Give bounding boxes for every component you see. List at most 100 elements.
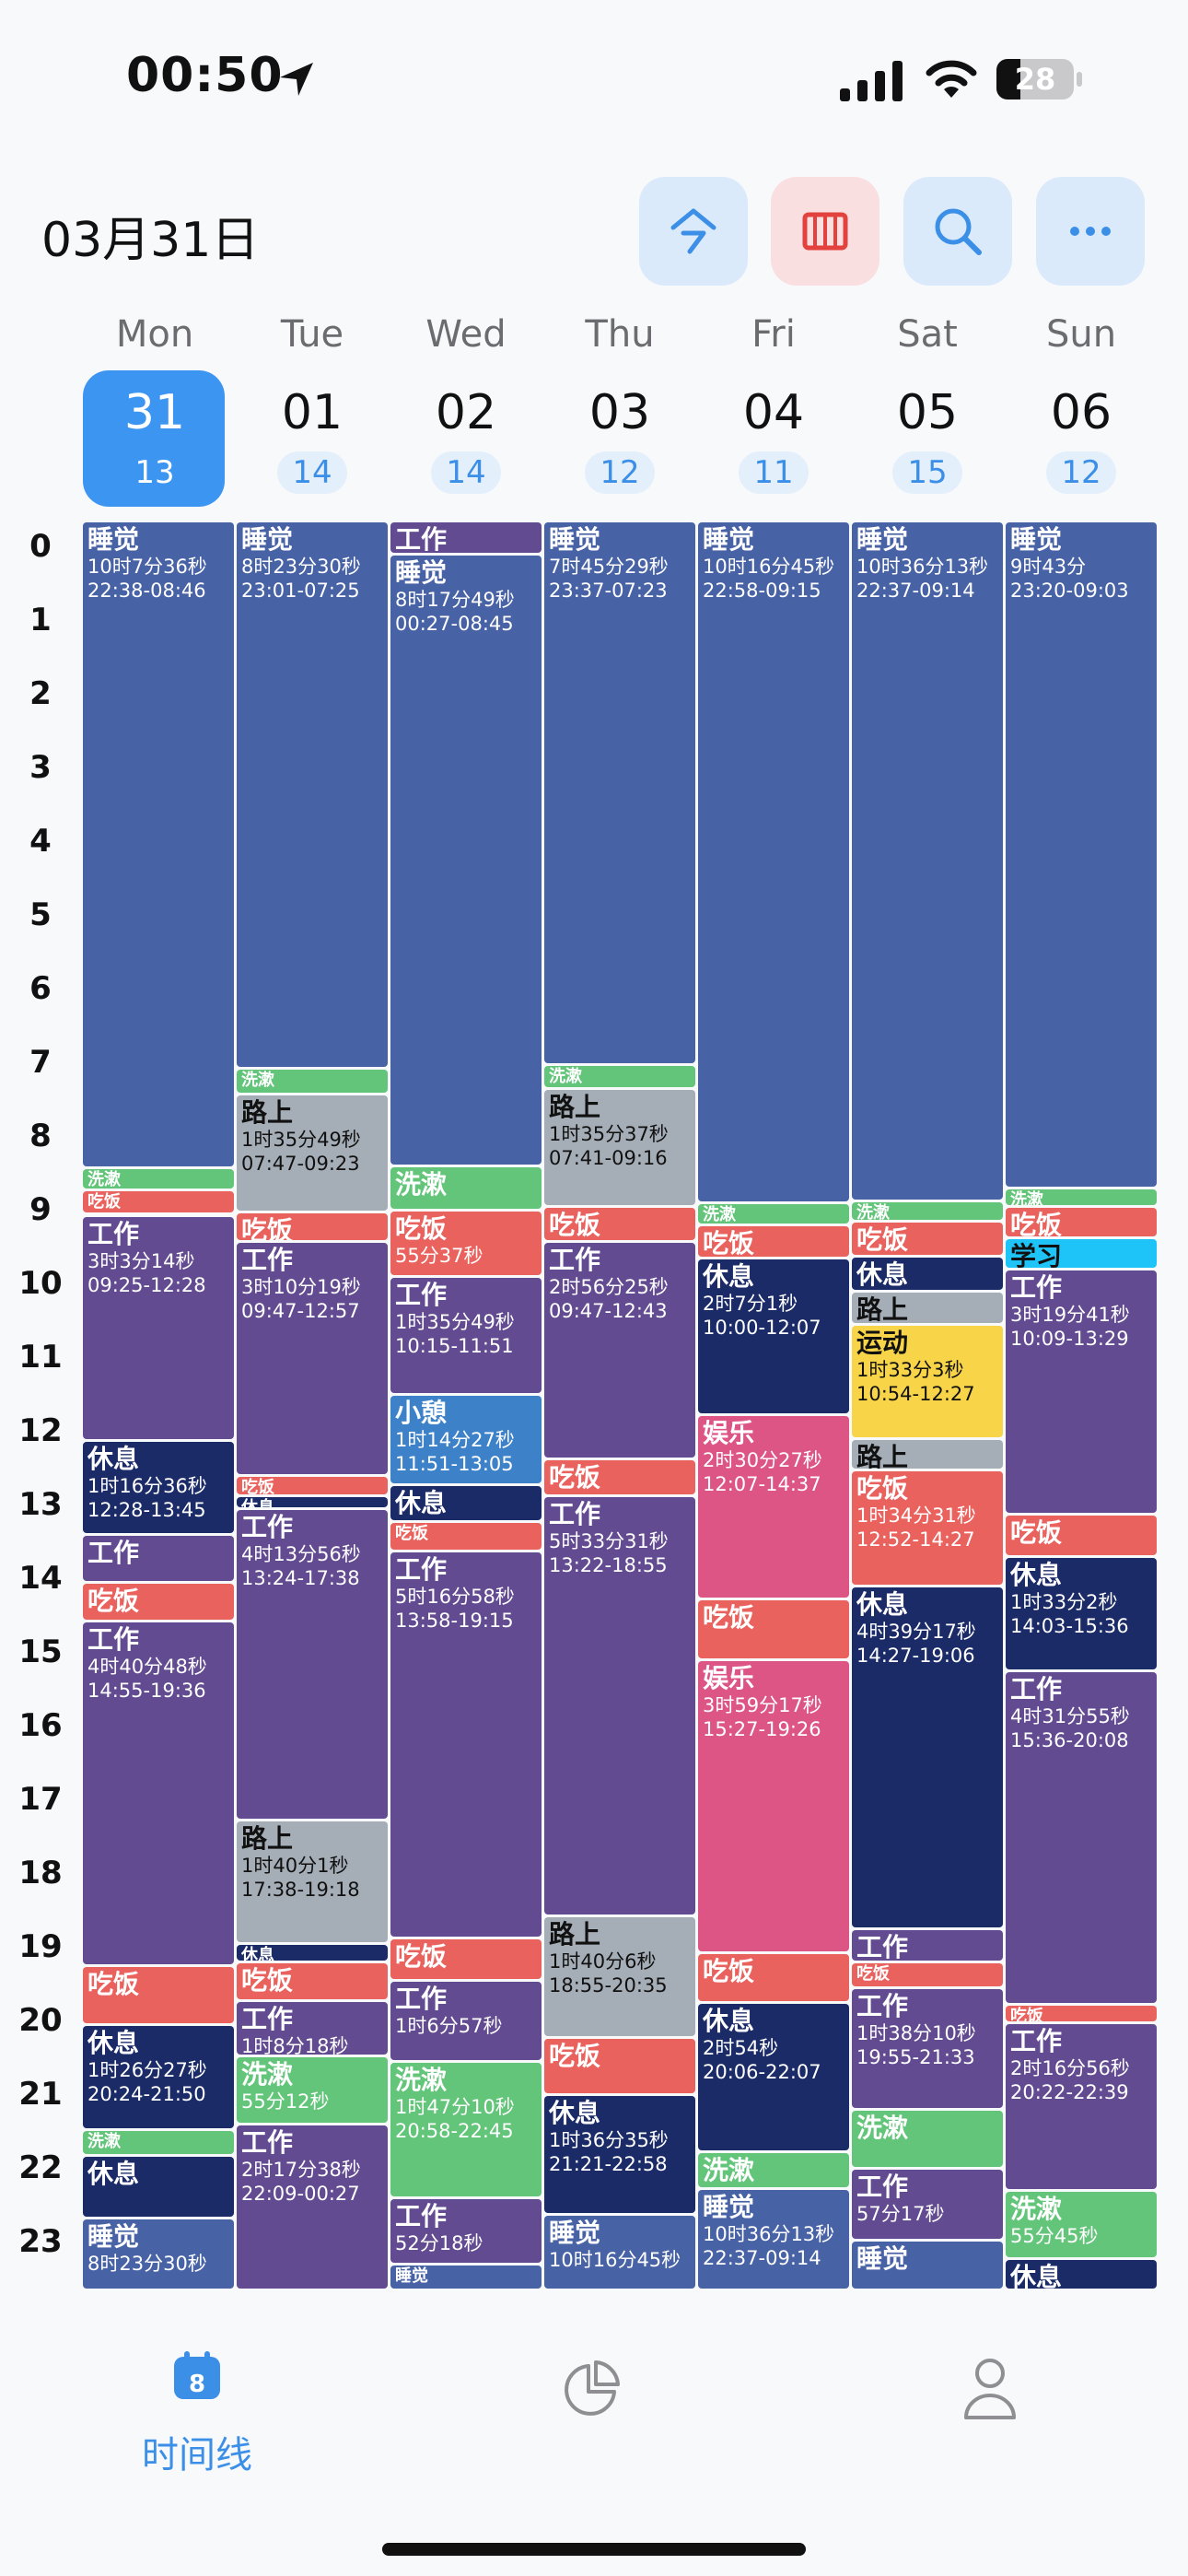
event-block[interactable]: 吃饭 — [698, 1954, 849, 2001]
event-block[interactable]: 吃饭 — [237, 1213, 388, 1241]
event-block[interactable]: 休息 2时7分1秒 10:00-12:07 — [698, 1259, 849, 1413]
event-block[interactable]: 洗漱 — [852, 2111, 1003, 2167]
event-block[interactable]: 吃饭 — [544, 1459, 695, 1494]
event-block[interactable]: 吃饭 — [698, 1226, 849, 1257]
today-button[interactable] — [639, 177, 748, 286]
tab-statistics[interactable] — [472, 2351, 712, 2480]
event-block[interactable]: 工作 1时38分10秒 19:55-21:33 — [852, 1989, 1003, 2108]
event-block[interactable]: 吃饭 — [544, 2039, 695, 2093]
event-block[interactable]: 吃饭 — [852, 1963, 1003, 1986]
event-block[interactable]: 洗漱 — [698, 1204, 849, 1224]
event-block[interactable]: 娱乐 2时30分27秒 12:07-14:37 — [698, 1415, 849, 1598]
day-header-sat[interactable]: Sat 05 15 — [848, 313, 1007, 511]
event-block[interactable]: 睡觉 — [390, 2266, 542, 2289]
event-block[interactable]: 洗漱 — [237, 1069, 388, 1094]
day-header-wed[interactable]: Wed 02 14 — [387, 313, 545, 511]
event-block[interactable]: 路上 1时40分6秒 18:55-20:35 — [544, 1916, 695, 2037]
event-block[interactable]: 路上 1时35分49秒 07:47-09:23 — [237, 1095, 388, 1212]
event-block[interactable]: 睡觉 10时7分36秒 22:38-08:46 — [83, 522, 234, 1166]
event-block[interactable]: 运动 1时33分3秒 10:54-12:27 — [852, 1326, 1003, 1437]
event-block[interactable]: 工作 2时17分38秒 22:09-00:27 — [237, 2125, 388, 2289]
event-block[interactable]: 休息 2时54秒 20:06-22:07 — [698, 2004, 849, 2150]
event-block[interactable]: 洗漱 55分45秒 — [1006, 2192, 1157, 2258]
event-block[interactable]: 吃饭 — [852, 1223, 1003, 1255]
event-block[interactable]: 吃饭 — [1006, 1516, 1157, 1555]
event-block[interactable]: 路上 1时40分1秒 17:38-19:18 — [237, 1821, 388, 1942]
event-block[interactable]: 吃饭 — [83, 1191, 234, 1212]
event-block[interactable]: 睡觉 10时36分13秒 22:37-09:14 — [852, 522, 1003, 1200]
event-block[interactable]: 工作 3时19分41秒 10:09-13:29 — [1006, 1270, 1157, 1514]
event-block[interactable]: 休息 — [237, 1497, 388, 1507]
event-block[interactable]: 洗漱 — [1006, 1189, 1157, 1205]
event-block[interactable]: 睡觉 10时16分45秒 22:58-09:15 — [698, 522, 849, 1201]
week-view-button[interactable] — [771, 177, 879, 286]
event-block[interactable]: 吃饭 — [83, 1967, 234, 2023]
event-block[interactable]: 休息 — [237, 1945, 388, 1961]
event-block[interactable]: 洗漱 — [390, 1167, 542, 1209]
event-block[interactable]: 洗漱 — [544, 1066, 695, 1087]
event-block[interactable]: 路上 — [852, 1293, 1003, 1323]
event-block[interactable]: 睡觉 8时23分30秒 — [83, 2219, 234, 2289]
event-block[interactable]: 休息 1时33分2秒 14:03-15:36 — [1006, 1558, 1157, 1669]
event-block[interactable]: 吃饭 — [83, 1584, 234, 1620]
more-button[interactable] — [1036, 177, 1145, 286]
event-block[interactable]: 洗漱 — [852, 1202, 1003, 1220]
event-block[interactable]: 娱乐 3时59分17秒 15:27-19:26 — [698, 1661, 849, 1952]
event-block[interactable]: 工作 3时10分19秒 09:47-12:57 — [237, 1243, 388, 1474]
day-header-sun[interactable]: Sun 06 12 — [1002, 313, 1160, 511]
event-block[interactable]: 睡觉 7时45分29秒 23:37-07:23 — [544, 522, 695, 1064]
event-block[interactable]: 学习 — [1006, 1238, 1157, 1268]
event-block[interactable]: 工作 5时33分31秒 13:22-18:55 — [544, 1496, 695, 1914]
event-block[interactable]: 工作 57分17秒 — [852, 2170, 1003, 2239]
event-block[interactable]: 路上 1时35分37秒 07:41-09:16 — [544, 1090, 695, 1205]
day-header-tue[interactable]: Tue 01 14 — [233, 313, 391, 511]
event-block[interactable]: 工作 2时56分25秒 09:47-12:43 — [544, 1243, 695, 1458]
event-block[interactable]: 吃饭 — [698, 1599, 849, 1658]
event-block[interactable]: 吃饭 — [390, 1523, 542, 1551]
event-block[interactable]: 吃饭 — [1006, 2006, 1157, 2021]
day-header-mon[interactable]: Mon 31 13 — [76, 313, 234, 511]
event-block[interactable]: 休息 1时26分27秒 20:24-21:50 — [83, 2026, 234, 2129]
event-block[interactable]: 工作 2时16分56秒 20:22-22:39 — [1006, 2023, 1157, 2189]
event-block[interactable]: 睡觉 8时23分30秒 23:01-07:25 — [237, 522, 388, 1067]
day-header-fri[interactable]: Fri 04 11 — [694, 313, 853, 511]
event-block[interactable]: 工作 4时40分48秒 14:55-19:36 — [83, 1622, 234, 1964]
event-block[interactable]: 吃饭 — [544, 1208, 695, 1241]
event-block[interactable]: 睡觉 9时43分 23:20-09:03 — [1006, 522, 1157, 1187]
event-block[interactable]: 睡觉 10时16分45秒 — [544, 2215, 695, 2289]
day-header-thu[interactable]: Thu 03 12 — [541, 313, 699, 511]
event-block[interactable]: 工作 1时6分57秒 — [390, 1982, 542, 2060]
event-block[interactable]: 吃饭 — [237, 1963, 388, 2000]
event-block[interactable]: 休息 1时36分35秒 21:21-22:58 — [544, 2096, 695, 2213]
event-block[interactable]: 睡觉 8时17分49秒 00:27-08:45 — [390, 556, 542, 1165]
event-block[interactable]: 吃饭 — [390, 1939, 542, 1979]
event-block[interactable]: 休息 4时39分17秒 14:27-19:06 — [852, 1587, 1003, 1927]
event-block[interactable]: 工作 3时3分14秒 09:25-12:28 — [83, 1216, 234, 1439]
event-block[interactable]: 工作 1时35分49秒 10:15-11:51 — [390, 1278, 542, 1393]
event-block[interactable]: 休息 — [852, 1257, 1003, 1290]
event-block[interactable]: 工作 4时31分55秒 15:36-20:08 — [1006, 1672, 1157, 2004]
event-block[interactable]: 工作 — [83, 1536, 234, 1581]
event-block[interactable]: 吃饭 — [1006, 1208, 1157, 1236]
event-block[interactable]: 小憩 1时14分27秒 11:51-13:05 — [390, 1396, 542, 1484]
event-block[interactable]: 工作 52分18秒 — [390, 2199, 542, 2263]
event-block[interactable]: 休息 — [1006, 2260, 1157, 2289]
event-block[interactable]: 吃饭 — [237, 1477, 388, 1495]
search-button[interactable] — [903, 177, 1012, 286]
event-block[interactable]: 工作 5时16分58秒 13:58-19:15 — [390, 1552, 542, 1938]
event-block[interactable]: 洗漱 1时47分10秒 20:58-22:45 — [390, 2063, 542, 2196]
tab-timeline[interactable]: 8 时间线 — [77, 2351, 317, 2480]
event-block[interactable]: 洗漱 — [83, 2131, 234, 2155]
event-block[interactable]: 休息 1时16分36秒 12:28-13:45 — [83, 1441, 234, 1533]
event-block[interactable]: 路上 — [852, 1440, 1003, 1469]
event-block[interactable]: 洗漱 — [83, 1168, 234, 1189]
event-block[interactable]: 吃饭 55分37秒 — [390, 1212, 542, 1275]
event-block[interactable]: 睡觉 10时36分13秒 22:37-09:14 — [698, 2189, 849, 2289]
event-block[interactable]: 休息 — [83, 2157, 234, 2218]
event-block[interactable]: 吃饭 1时34分31秒 12:52-14:27 — [852, 1470, 1003, 1585]
event-block[interactable]: 睡觉 — [852, 2241, 1003, 2289]
event-block[interactable]: 洗漱 55分12秒 — [237, 2056, 388, 2123]
event-block[interactable]: 休息 — [390, 1486, 542, 1521]
event-block[interactable]: 工作 1时8分18秒 — [237, 2002, 388, 2055]
event-block[interactable]: 洗漱 — [698, 2152, 849, 2187]
